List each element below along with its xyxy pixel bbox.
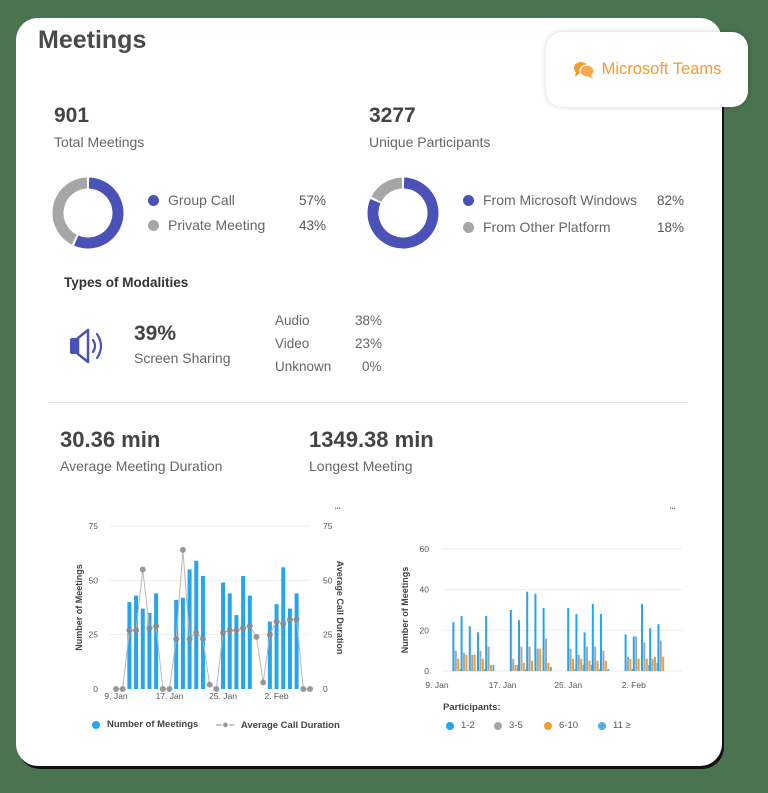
total-meetings-label: Total Meetings bbox=[54, 134, 145, 150]
participants-chart: 0 20 40 60 9. Jan 17. Jan 25. Jan 2. Feb Number … bbox=[400, 544, 682, 690]
unique-participants-label: Unique Participants bbox=[369, 134, 491, 150]
svg-text:40: 40 bbox=[420, 585, 430, 595]
screen-sharing-pct: 39% bbox=[134, 322, 177, 345]
unique-participants-value: 3277 bbox=[369, 104, 416, 127]
meetings-legend-dot bbox=[92, 720, 100, 729]
legend-windows: From Microsoft Windows bbox=[463, 192, 637, 208]
svg-text:0: 0 bbox=[323, 684, 328, 694]
legend-label: Private Meeting bbox=[168, 217, 266, 233]
line-marker-icon: –●– bbox=[216, 719, 235, 731]
legend-label: Number of Meetings bbox=[107, 719, 199, 730]
legend-private-meeting: Private Meeting bbox=[148, 217, 265, 233]
left-chart-more-button[interactable]: ... bbox=[334, 500, 341, 512]
svg-text:9. Jan: 9. Jan bbox=[425, 680, 448, 690]
screen-sharing-label: Screen Sharing bbox=[134, 350, 231, 366]
longest-meeting-value: 1349.38 min bbox=[309, 427, 434, 452]
right-chart-more-button[interactable]: ... bbox=[669, 500, 676, 512]
meetings-duration-chart: 0 0 25 25 50 50 75 75 9. Jan 17. Jan 25. Jan 2. Feb… bbox=[74, 521, 345, 700]
svg-text:75: 75 bbox=[89, 521, 99, 531]
legend-dot bbox=[544, 721, 552, 730]
section-divider bbox=[48, 402, 688, 403]
svg-text:Average Call Duration: Average Call Duration bbox=[335, 561, 345, 655]
legend-average-call-duration[interactable]: –●– Average Call Duration bbox=[216, 719, 340, 731]
legend-dot bbox=[446, 721, 454, 730]
svg-text:17. Jan: 17. Jan bbox=[489, 680, 517, 690]
other-platform-pct: 18% bbox=[657, 220, 685, 235]
svg-text:9. Jan: 9. Jan bbox=[104, 691, 127, 700]
svg-text:20: 20 bbox=[420, 625, 430, 635]
participants-legend-title: Participants: bbox=[443, 702, 501, 713]
legend-label: 1-2 bbox=[461, 720, 475, 731]
legend-label: 11 ≥ bbox=[613, 720, 631, 731]
avg-duration-value: 30.36 min bbox=[60, 427, 161, 452]
private-meeting-dot bbox=[148, 219, 159, 231]
legend-dot bbox=[494, 721, 502, 730]
chat-bubbles-icon bbox=[573, 61, 595, 79]
svg-text:Number of Meetings: Number of Meetings bbox=[400, 567, 410, 654]
modalities-title: Types of Modalities bbox=[64, 275, 189, 290]
unknown-pct: 0% bbox=[362, 359, 382, 374]
group-call-dot bbox=[148, 194, 159, 206]
legend-3-5[interactable]: 3-5 bbox=[494, 720, 523, 731]
legend-11-plus[interactable]: 11 ≥ bbox=[598, 720, 631, 731]
audio-pct: 38% bbox=[355, 313, 383, 328]
svg-text:60: 60 bbox=[420, 544, 430, 554]
audio-label: Audio bbox=[275, 313, 310, 328]
avg-duration-label: Average Meeting Duration bbox=[60, 458, 223, 474]
other-platform-dot bbox=[463, 221, 474, 233]
legend-other-platform: From Other Platform bbox=[463, 219, 611, 235]
badge-label: Microsoft Teams bbox=[601, 60, 722, 78]
legend-group-call: Group Call bbox=[148, 192, 235, 208]
microsoft-teams-badge[interactable]: Microsoft Teams bbox=[546, 32, 748, 107]
legend-label: From Microsoft Windows bbox=[483, 192, 638, 208]
svg-text:50: 50 bbox=[89, 575, 99, 585]
svg-text:0: 0 bbox=[424, 666, 429, 676]
legend-label: From Other Platform bbox=[483, 219, 611, 235]
meetings-card bbox=[16, 18, 722, 766]
svg-text:Number of Meetings: Number of Meetings bbox=[74, 564, 84, 651]
svg-text:75: 75 bbox=[323, 521, 333, 531]
unknown-label: Unknown bbox=[275, 359, 332, 374]
video-pct: 23% bbox=[355, 336, 383, 351]
svg-text:2. Feb: 2. Feb bbox=[622, 680, 646, 690]
total-meetings-value: 901 bbox=[54, 104, 90, 127]
svg-text:25. Jan: 25. Jan bbox=[554, 680, 582, 690]
svg-text:2. Feb: 2. Feb bbox=[264, 691, 288, 700]
page-title: Meetings bbox=[38, 26, 147, 54]
longest-meeting-label: Longest Meeting bbox=[309, 458, 413, 474]
svg-text:0: 0 bbox=[93, 684, 98, 694]
legend-number-of-meetings[interactable]: Number of Meetings bbox=[92, 719, 198, 730]
platform-donut bbox=[367, 177, 439, 249]
meeting-type-donut bbox=[52, 177, 124, 249]
svg-text:25: 25 bbox=[323, 630, 333, 640]
legend-1-2[interactable]: 1-2 bbox=[446, 720, 475, 731]
group-call-pct: 57% bbox=[299, 193, 327, 208]
legend-dot bbox=[598, 721, 606, 730]
legend-label: 3-5 bbox=[509, 720, 523, 731]
video-label: Video bbox=[275, 336, 310, 351]
svg-text:25. Jan: 25. Jan bbox=[209, 691, 237, 700]
legend-6-10[interactable]: 6-10 bbox=[544, 720, 578, 731]
legend-label: Group Call bbox=[168, 192, 235, 208]
svg-text:17. Jan: 17. Jan bbox=[156, 691, 184, 700]
private-meeting-pct: 43% bbox=[299, 218, 327, 233]
legend-label: 6-10 bbox=[559, 720, 579, 731]
windows-pct: 82% bbox=[657, 193, 685, 208]
svg-text:25: 25 bbox=[89, 630, 99, 640]
windows-dot bbox=[463, 194, 474, 206]
speaker-icon bbox=[70, 328, 103, 364]
legend-label: Average Call Duration bbox=[240, 719, 340, 731]
svg-text:50: 50 bbox=[323, 575, 333, 585]
